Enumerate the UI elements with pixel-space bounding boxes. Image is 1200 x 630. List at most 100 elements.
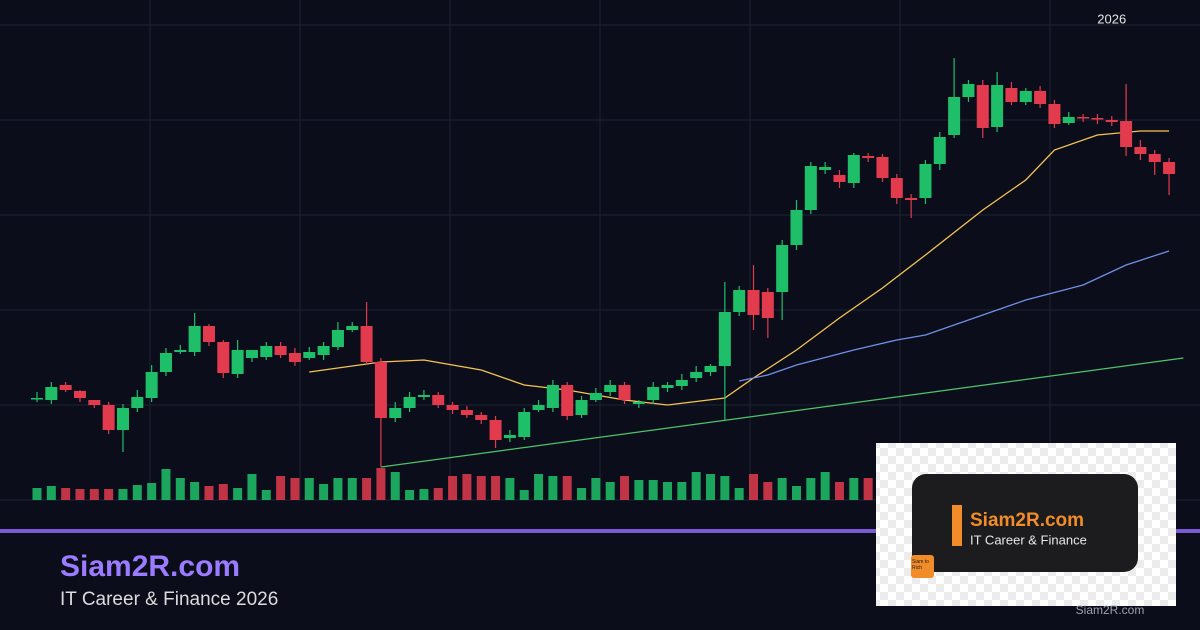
candle-body	[704, 366, 717, 372]
candle-body	[1134, 147, 1147, 154]
trend-line	[309, 130, 1170, 406]
volume-bar	[634, 480, 644, 500]
volume-bar	[706, 474, 716, 500]
volume-bar	[462, 474, 472, 500]
volume-bar	[118, 489, 128, 500]
volume-bar	[32, 488, 42, 500]
candle-body	[905, 198, 918, 200]
card-tagline: IT Career & Finance	[970, 532, 1087, 547]
icon-text: Siam to Rich	[912, 559, 929, 571]
site-name: Siam2R.com	[60, 550, 240, 583]
candle-body	[690, 372, 703, 378]
volume-bar	[577, 488, 587, 500]
candle-body	[1034, 91, 1047, 104]
candle-body	[1062, 117, 1075, 123]
candle-body	[1048, 104, 1061, 124]
candle-body	[1019, 91, 1032, 102]
candle-body	[131, 397, 144, 408]
candle-body	[188, 326, 201, 352]
volume-bar	[691, 472, 701, 500]
volume-bar	[620, 476, 630, 500]
time-label: 2026	[1097, 11, 1126, 26]
candle-body	[747, 290, 760, 315]
volume-bar	[405, 490, 415, 500]
volume-bar	[648, 480, 658, 500]
candle-body	[790, 210, 803, 245]
candle-body	[761, 292, 774, 318]
volume-bar	[419, 489, 429, 500]
candle-body	[346, 326, 359, 330]
candle-body	[403, 397, 416, 408]
volume-bar	[233, 488, 243, 500]
volume-bar	[849, 478, 859, 500]
candle-body	[503, 435, 516, 438]
candle-body	[518, 412, 531, 437]
volume-bar	[390, 472, 400, 500]
volume-bar	[46, 486, 56, 500]
candle-body	[976, 85, 989, 128]
candle-body	[217, 342, 230, 373]
candle-body	[661, 385, 674, 388]
volume-bar	[433, 488, 443, 500]
volume-bar	[763, 482, 773, 500]
volume-bar	[304, 478, 314, 500]
volume-bar	[749, 474, 758, 500]
candle-body	[475, 415, 488, 420]
volume-bar	[161, 469, 171, 500]
volume-bar	[218, 484, 228, 500]
volume-bar	[104, 489, 114, 500]
volume-bar	[663, 482, 673, 500]
candle-body	[432, 395, 445, 405]
trend-line	[380, 357, 1184, 468]
candle-body	[1148, 154, 1161, 162]
candle-body	[1091, 118, 1104, 120]
candle-body	[489, 420, 502, 440]
logo-panel	[912, 474, 1138, 572]
candle-body	[890, 178, 903, 198]
candle-body	[45, 387, 58, 400]
candle-body	[804, 166, 817, 210]
candle-body	[718, 312, 731, 366]
volume-bar	[147, 483, 157, 500]
candle-body	[847, 155, 860, 183]
candle-body	[116, 408, 129, 430]
volume-bar	[333, 478, 343, 500]
volume-bar	[204, 486, 214, 500]
candle-body	[632, 402, 645, 404]
volume-bar	[505, 478, 515, 500]
volume-bar	[820, 472, 830, 500]
volume-bar	[734, 488, 744, 500]
candle-body	[460, 410, 473, 415]
candle-body	[102, 405, 115, 430]
volume-bar	[677, 482, 687, 500]
volume-bar	[806, 478, 816, 500]
candle-body	[962, 84, 975, 97]
candle-body	[88, 400, 101, 405]
candle-body	[59, 385, 72, 390]
volume-bar	[247, 474, 257, 500]
volume-bar	[491, 476, 501, 500]
candle-body	[202, 326, 215, 342]
candle-body	[317, 346, 330, 355]
candle-body	[1163, 162, 1176, 174]
watermark: Siam2R.com	[1076, 603, 1145, 617]
candle-body	[604, 385, 617, 392]
volume-bar	[319, 484, 329, 500]
candle-body	[1005, 88, 1018, 102]
candle-body	[862, 156, 875, 158]
candle-body	[776, 245, 789, 292]
volume-bar	[720, 476, 730, 500]
candle-body	[546, 385, 559, 408]
volume-bar	[476, 476, 486, 500]
volume-bar	[448, 476, 458, 500]
candle-body	[374, 362, 387, 418]
candle-body	[274, 346, 287, 355]
volume-bar	[605, 482, 615, 500]
volume-bar	[548, 476, 558, 500]
candle-body	[145, 372, 158, 398]
volume-bar	[376, 468, 386, 500]
candle-body	[331, 330, 344, 347]
trend-line	[739, 250, 1170, 382]
candle-body	[675, 380, 688, 386]
candle-body	[948, 97, 961, 135]
